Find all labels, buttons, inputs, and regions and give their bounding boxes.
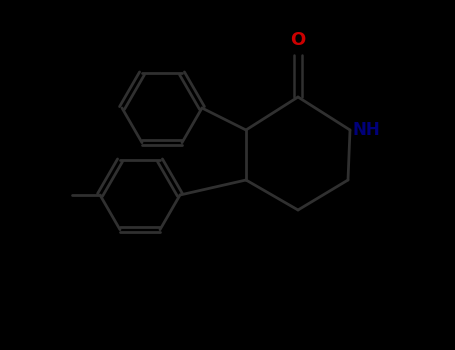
Text: O: O [290,31,306,49]
Text: NH: NH [352,121,380,139]
